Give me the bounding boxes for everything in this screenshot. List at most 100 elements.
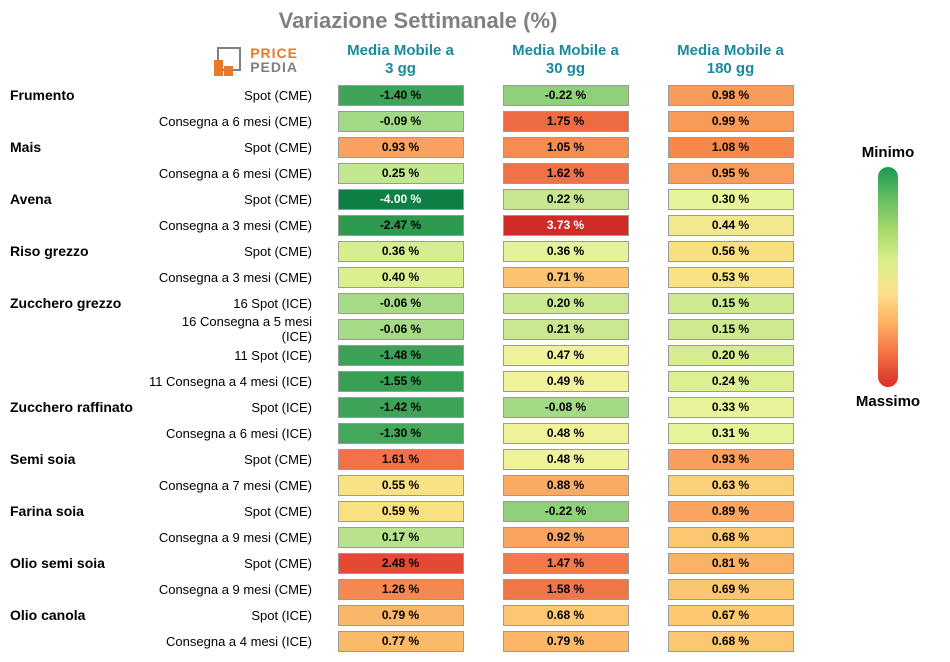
value-cell: 1.08 % [648,137,813,158]
value-cell: 0.79 % [483,631,648,652]
contract-label: 16 Spot (ICE) [148,296,318,311]
chart-title: Variazione Settimanale (%) [8,8,828,34]
value-cell: 1.26 % [318,579,483,600]
value-cell: -0.09 % [318,111,483,132]
value-box: 0.25 % [338,163,464,184]
value-cell: -1.55 % [318,371,483,392]
value-cell: -1.42 % [318,397,483,418]
commodity-label: Riso grezzo [8,243,148,259]
value-cell: 0.99 % [648,111,813,132]
value-box: 0.71 % [503,267,629,288]
table-row: Consegna a 6 mesi (CME)-0.09 %1.75 %0.99… [8,108,828,134]
logo-text-1: PRICE [250,46,298,60]
table-row: Zucchero raffinatoSpot (ICE)-1.42 %-0.08… [8,394,828,420]
value-cell: 0.22 % [483,189,648,210]
table-row: Consegna a 9 mesi (CME)0.17 %0.92 % 0.68 … [8,524,828,550]
value-cell: 0.33 % [648,397,813,418]
logo: PRICE PEDIA [8,42,318,78]
value-cell: 0.20 % [648,345,813,366]
value-cell: 0.92 % [483,527,648,548]
value-cell: 0.77 % [318,631,483,652]
table-row: Farina soiaSpot (CME)0.59 %-0.22 %0.89 % [8,498,828,524]
value-box: 0.53 % [668,267,794,288]
value-cell: 0.40 % [318,267,483,288]
value-box: -1.30 % [338,423,464,444]
value-box: 1.58 % [503,579,629,600]
value-box: -4.00 % [338,189,464,210]
value-cell: 0.17 % [318,527,483,548]
legend-gradient-bar [878,167,898,387]
value-cell: 1.62 % [483,163,648,184]
value-box: 0.79 % [503,631,629,652]
value-cell: 0.71 % [483,267,648,288]
value-box: 0.67 % [668,605,794,626]
commodity-label: Olio semi soia [8,555,148,571]
value-box: -0.09 % [338,111,464,132]
value-box: 0.15 % [668,319,794,340]
value-box: 1.08 % [668,137,794,158]
value-box: 0.55 % [338,475,464,496]
value-box: 0.36 % [503,241,629,262]
commodity-label: Zucchero raffinato [8,399,148,415]
value-box: 1.75 % [503,111,629,132]
contract-label: Consegna a 9 mesi (CME) [148,582,318,597]
commodity-label: Frumento [8,87,148,103]
value-box: -0.06 % [338,319,464,340]
value-cell: 0.93 % [648,449,813,470]
heatmap-table: Variazione Settimanale (%) PRICE PEDIA M [8,8,942,654]
table-row: Zucchero grezzo16 Spot (ICE)-0.06 %0.20 … [8,290,828,316]
value-box: 0.59 % [338,501,464,522]
value-cell: 0.63 % [648,475,813,496]
contract-label: Consegna a 9 mesi (CME) [148,530,318,545]
value-box: 0.31 % [668,423,794,444]
table-row: Olio canolaSpot (ICE)0.79 %0.68 %0.67 % [8,602,828,628]
value-box: -1.48 % [338,345,464,366]
contract-label: Spot (CME) [148,244,318,259]
value-cell: 0.48 % [483,423,648,444]
table-row: Olio semi soiaSpot (CME)2.48 %1.47 %0.81… [8,550,828,576]
value-cell: 0.68 % [648,631,813,652]
table-row: Consegna a 9 mesi (CME)1.26 % 1.58 % 0.69 … [8,576,828,602]
value-cell: 0.68 % [648,527,813,548]
value-cell: 2.48 % [318,553,483,574]
value-box: -1.40 % [338,85,464,106]
value-cell: 0.36 % [483,241,648,262]
value-box: 1.62 % [503,163,629,184]
value-box: 0.22 % [503,189,629,210]
table-area: Variazione Settimanale (%) PRICE PEDIA M [8,8,828,654]
value-cell: -0.08 % [483,397,648,418]
col-header-180gg: Media Mobile a180 gg [648,42,813,78]
contract-label: Spot (CME) [148,192,318,207]
value-box: 0.77 % [338,631,464,652]
value-cell: 1.75 % [483,111,648,132]
value-box: 0.98 % [668,85,794,106]
value-box: 0.69 % [668,579,794,600]
value-cell: 0.36 % [318,241,483,262]
value-cell: 0.88 % [483,475,648,496]
value-cell: 0.59 % [318,501,483,522]
value-cell: 1.47 % [483,553,648,574]
table-row: 11 Spot (ICE)-1.48 %0.47 %0.20 % [8,342,828,368]
col-header-3gg: Media Mobile a3 gg [318,42,483,78]
value-cell: -1.48 % [318,345,483,366]
table-row: Semi soiaSpot (CME)1.61 %0.48 %0.93 % [8,446,828,472]
value-cell: 0.55 % [318,475,483,496]
value-cell: 0.95 % [648,163,813,184]
legend-min-label: Minimo [862,144,915,161]
contract-label: Spot (CME) [148,504,318,519]
contract-label: Spot (ICE) [148,400,318,415]
value-box: 0.33 % [668,397,794,418]
col-header-30gg: Media Mobile a30 gg [483,42,648,78]
table-body: Frumento Spot (CME) -1.40 % -0.22 % 0.98 % Co… [8,82,828,654]
value-cell: -0.22 % [483,501,648,522]
value-box: 0.81 % [668,553,794,574]
value-box: 1.61 % [338,449,464,470]
value-box: 0.79 % [338,605,464,626]
value-cell: 0.53 % [648,267,813,288]
value-box: -0.22 % [503,85,629,106]
value-box: 0.49 % [503,371,629,392]
value-box: 0.68 % [668,527,794,548]
value-cell: 0.56 % [648,241,813,262]
value-cell: 0.47 % [483,345,648,366]
contract-label: Consegna a 6 mesi (CME) [148,166,318,181]
